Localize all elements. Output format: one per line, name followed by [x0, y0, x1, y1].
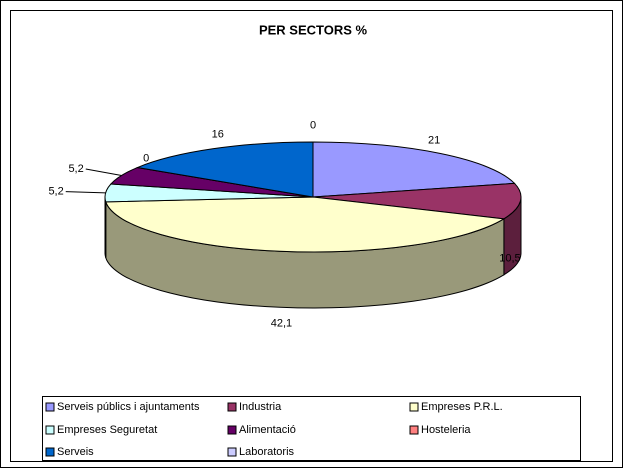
legend-swatch: [227, 402, 237, 412]
legend-label: Serveis: [57, 446, 94, 458]
legend-swatch: [45, 425, 55, 435]
data-label: 16: [212, 128, 224, 140]
data-label: 5,2: [68, 163, 83, 175]
plot-frame: [10, 10, 613, 462]
data-label: 0: [310, 119, 316, 131]
legend-label: Hosteleria: [421, 424, 471, 436]
legend-label: Industria: [239, 401, 282, 413]
data-label: 10,5: [499, 253, 520, 265]
leader-line: [85, 168, 122, 176]
leader-line: [65, 191, 106, 194]
data-label: 42,1: [271, 317, 292, 329]
legend-swatch: [227, 447, 237, 457]
legend-box: [42, 396, 581, 461]
legend-swatch: [45, 402, 55, 412]
legend-label: Empreses Seguretat: [57, 424, 157, 436]
legend-label: Serveis públics i ajuntaments: [57, 401, 200, 413]
slice: [105, 196, 506, 253]
slice: [135, 141, 314, 198]
data-label: 0: [143, 153, 149, 165]
chart-title: PER SECTORS %: [259, 22, 368, 37]
slice: [312, 182, 522, 220]
legend-swatch: [409, 425, 419, 435]
legend-swatch: [227, 425, 237, 435]
slice: [312, 141, 516, 198]
legend-label: Empreses P.R.L.: [421, 401, 503, 413]
data-label: 5,2: [48, 186, 63, 198]
legend-label: Laboratoris: [239, 446, 295, 458]
data-label: 21: [428, 134, 440, 146]
legend-swatch: [45, 447, 55, 457]
legend-label: Alimentació: [239, 424, 296, 436]
legend-swatch: [409, 402, 419, 412]
slice-side: [104, 196, 107, 258]
